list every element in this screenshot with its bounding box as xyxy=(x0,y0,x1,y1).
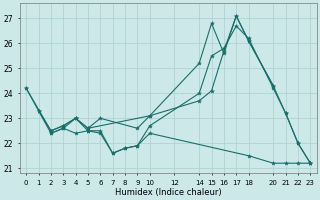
X-axis label: Humidex (Indice chaleur): Humidex (Indice chaleur) xyxy=(115,188,221,197)
